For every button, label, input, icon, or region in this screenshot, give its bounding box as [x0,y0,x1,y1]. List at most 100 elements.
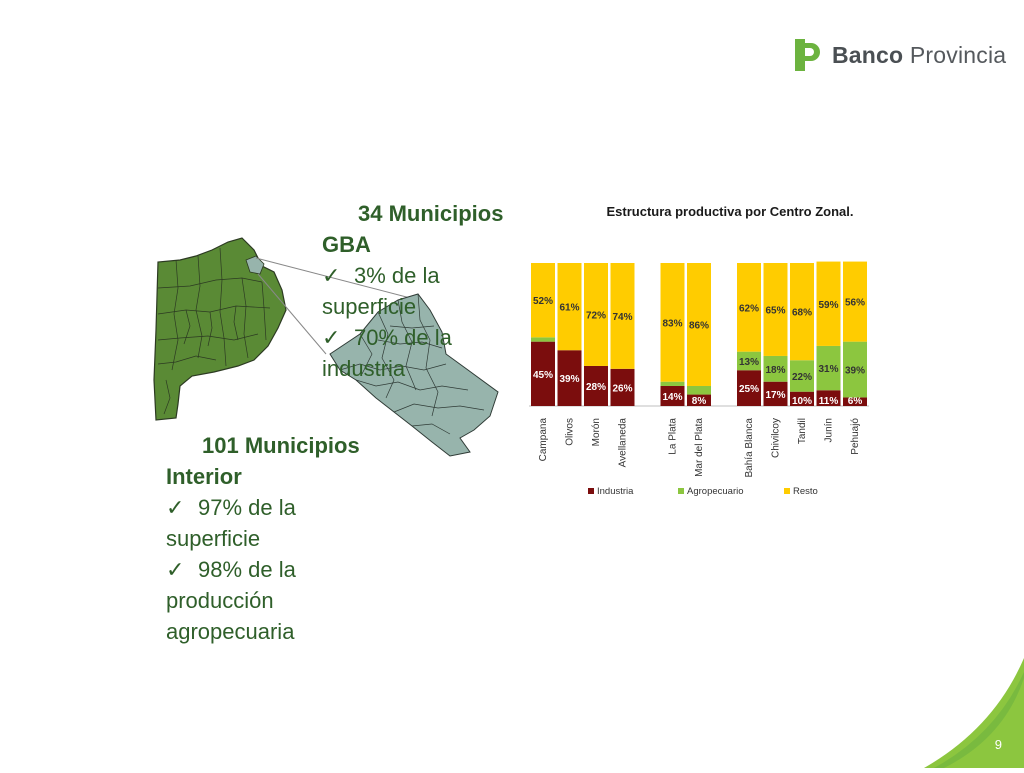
bar-resto [737,263,761,352]
interior-title-line2: Interior [166,464,242,489]
interior-bullet: ✓ 97% de la superficie [166,492,386,554]
bar-resto [557,263,582,351]
gba-bullet: ✓ 3% de la superficie [322,260,542,322]
data-label: 56% [845,298,865,309]
bar-agropecuario [763,355,788,382]
bar-resto [660,263,685,382]
bar-resto [687,263,711,386]
data-label: 39% [559,374,579,385]
category-label: Bahía Blanca [744,418,755,478]
gba-bullet-text-cont: superficie [322,294,417,319]
gba-title-line2: GBA [322,232,371,257]
legend-label: Resto [793,486,818,497]
gba-bullet-text: 70% de la [354,325,452,350]
bar-resto [816,261,841,346]
bar-agropecuario [660,381,685,386]
gba-bullet-text-cont: industria [322,356,406,381]
data-label: 68% [792,308,812,319]
category-label: Avellaneda [618,418,629,468]
interior-bullet-text-cont: superficie [166,526,261,551]
bar-industria [584,365,608,406]
check-icon: ✓ [322,263,341,288]
bar-resto [531,263,555,338]
check-icon: ✓ [166,557,185,582]
bar-agropecuario [790,360,814,392]
interior-title: 101 Municipios Interior [166,430,386,492]
data-label: 86% [689,320,709,331]
logo-brand: Banco [832,41,904,68]
data-label: 6% [848,396,863,407]
data-label: 72% [586,310,606,321]
category-label: Tandil [797,418,808,444]
data-label: 10% [792,396,812,407]
interior-bullet-text: 97% de la [198,495,296,520]
data-label: 13% [739,357,759,368]
data-label: 17% [765,390,785,401]
legend-swatch [678,488,684,494]
category-label: Campana [538,418,549,462]
data-label: 59% [818,300,838,311]
category-label: Olivos [565,418,576,446]
gba-region [329,293,499,457]
data-label: 74% [612,312,632,323]
bar-industria [816,390,841,406]
interior-region [153,237,287,421]
data-label: 14% [662,392,682,403]
category-label: Mar del Plata [694,418,705,477]
category-label: La Plata [668,418,679,455]
corner-decoration [884,658,1024,768]
stacked-bar-chart: Estructura productiva por Centro Zonal. … [520,196,940,516]
category-label: Morón [591,418,602,446]
data-label: 22% [792,372,812,383]
data-label: 52% [533,296,553,307]
bar-resto [763,263,788,356]
bar-industria [610,368,635,406]
data-label: 31% [818,364,838,375]
logo-icon [792,37,824,73]
interior-bullet-text: 98% de la [198,557,296,582]
data-label: 39% [845,366,865,377]
data-label: 25% [739,384,759,395]
bar-industria [843,397,867,406]
legend-swatch [784,488,790,494]
gba-bullet-text: 3% de la [354,263,440,288]
data-label: 8% [692,396,707,407]
bar-agropecuario [737,351,761,371]
chart-plot: 45% 52% Campana 39% 61% Olivos 28% 72% Morón 26% 7… [529,261,869,497]
data-label: 11% [819,396,839,407]
category-label: Chivilcoy [771,418,782,458]
data-label: 45% [533,370,553,381]
interior-bullet: ✓ 98% de la producción agropecuaria [166,554,386,647]
data-label: 18% [765,365,785,376]
bar-industria [763,381,788,406]
bar-industria [557,350,582,406]
category-label: Junín [824,418,835,442]
banco-provincia-logo: Banco Provincia [792,36,1006,74]
category-label: Pehuajó [850,418,861,455]
bar-resto [584,263,608,366]
data-label: 62% [739,303,759,314]
logo-name: Provincia [909,41,1007,68]
gba-title-line1: 34 Municipios [358,201,504,226]
interior-info: 101 Municipios Interior ✓ 97% de la super… [166,430,386,647]
bar-industria [790,391,814,406]
data-label: 28% [586,382,606,393]
legend-swatch [588,488,594,494]
logo-wordmark: Banco Provincia [832,42,1006,69]
data-label: 83% [662,318,682,329]
bar-agropecuario [816,345,841,391]
gba-bullet: ✓ 70% de la industria [322,322,542,384]
legend-label: Industria [597,486,634,497]
chart-title: Estructura productiva por Centro Zonal. [606,204,854,219]
data-label: 65% [765,305,785,316]
bar-industria [531,341,555,406]
interior-bullet-text-cont: producción [166,588,274,613]
legend-label: Agropecuario [687,486,744,497]
data-label: 26% [612,383,632,394]
buenos-aires-map [150,230,530,465]
check-icon: ✓ [322,325,341,350]
page-number: 9 [994,737,1002,752]
bar-agropecuario [687,385,711,395]
data-label: 61% [559,303,579,314]
check-icon: ✓ [166,495,185,520]
